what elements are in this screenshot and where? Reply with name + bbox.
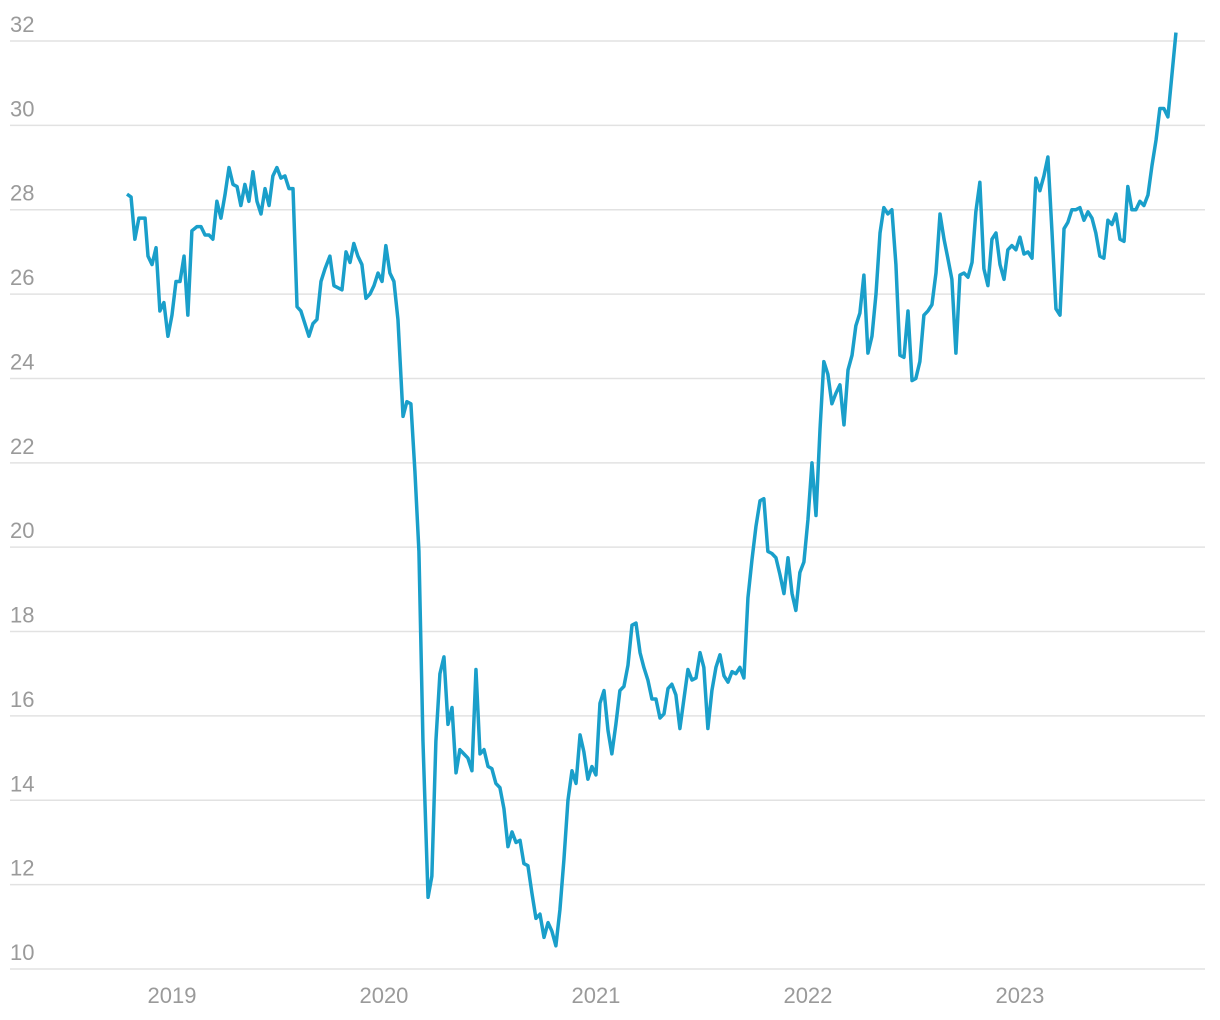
x-tick-label: 2021 [571, 983, 620, 1008]
y-tick-label: 30 [10, 96, 34, 121]
x-tick-label: 2022 [783, 983, 832, 1008]
x-tick-label: 2019 [147, 983, 196, 1008]
y-tick-label: 16 [10, 687, 34, 712]
line [125, 32, 1178, 948]
y-tick-label: 10 [10, 940, 34, 965]
y-tick-label: 22 [10, 434, 34, 459]
y-tick-label: 20 [10, 518, 34, 543]
x-tick-label: 2020 [359, 983, 408, 1008]
y-tick-label: 14 [10, 771, 34, 796]
y-tick-label: 18 [10, 603, 34, 628]
y-tick-label: 28 [10, 181, 34, 206]
y-tick-label: 12 [10, 856, 34, 881]
y-tick-label: 24 [10, 349, 34, 374]
y-tick-label: 26 [10, 265, 34, 290]
y-tick-label: 32 [10, 12, 34, 37]
x-tick-label: 2023 [995, 983, 1044, 1008]
